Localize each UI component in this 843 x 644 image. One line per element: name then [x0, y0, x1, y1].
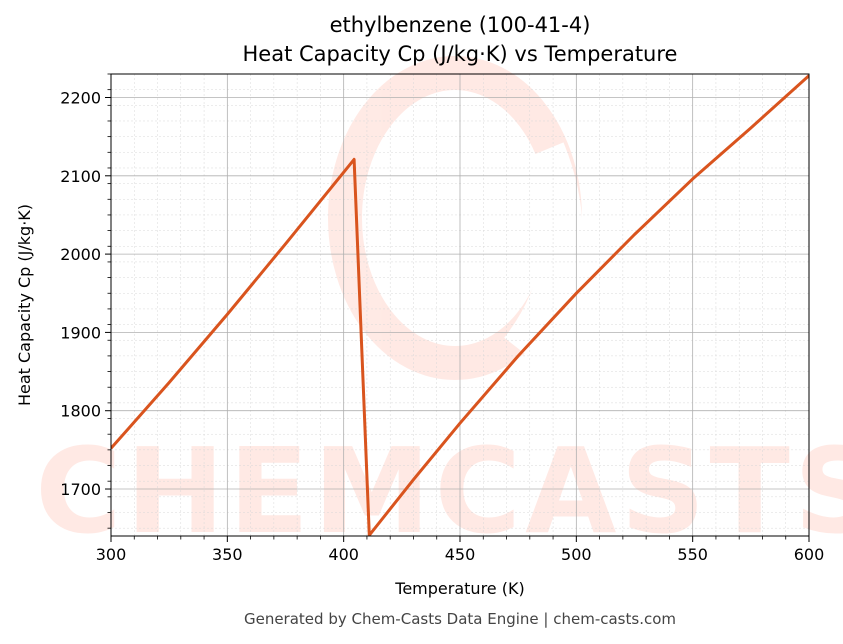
watermark-swirl-icon: [328, 56, 583, 380]
y-tick-label: 1800: [60, 402, 101, 421]
x-tick-label: 450: [445, 545, 476, 564]
footer-credit: Generated by Chem-Casts Data Engine | ch…: [244, 610, 676, 628]
x-axis-label: Temperature (K): [394, 579, 524, 598]
x-tick-label: 500: [561, 545, 592, 564]
series-layer: [111, 74, 809, 536]
chart-subtitle: Heat Capacity Cp (J/kg·K) vs Temperature: [243, 42, 678, 66]
y-tick-label: 2200: [60, 88, 101, 107]
x-tick-label: 300: [96, 545, 127, 564]
series-line: [111, 74, 809, 536]
x-tick-label: 400: [328, 545, 359, 564]
x-tick-label: 350: [212, 545, 243, 564]
watermark-text: CHEMCASTS: [35, 422, 843, 560]
x-axis-ticks: 300 350 400 450 500 550 600: [96, 536, 825, 564]
x-tick-label: 550: [677, 545, 708, 564]
y-tick-label: 2100: [60, 167, 101, 186]
y-tick-label: 1900: [60, 323, 101, 342]
watermark: CHEMCASTS: [35, 56, 843, 560]
y-axis-ticks: 1700 1800 1900 2000 2100 2200: [60, 73, 111, 529]
x-tick-label: 600: [794, 545, 825, 564]
y-axis-label: Heat Capacity Cp (J/kg·K): [15, 204, 34, 406]
chart-title: ethylbenzene (100-41-4): [330, 13, 591, 37]
y-tick-label: 2000: [60, 245, 101, 264]
y-tick-label: 1700: [60, 480, 101, 499]
